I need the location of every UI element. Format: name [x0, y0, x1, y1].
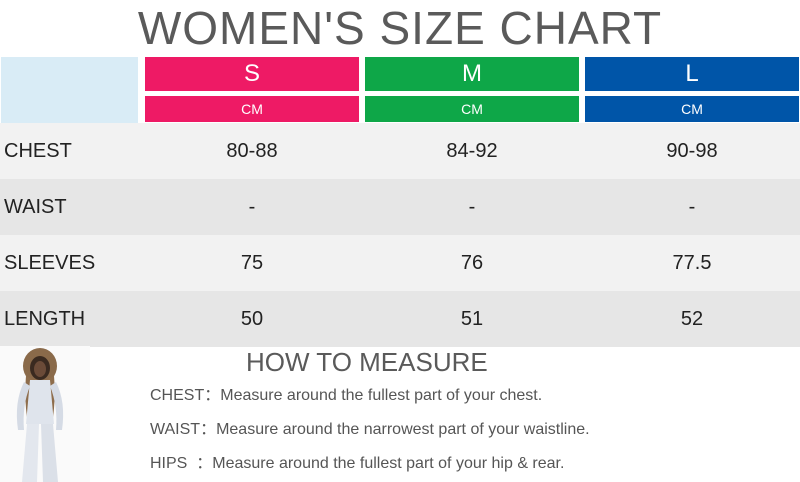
measure-text: Measure around the narrowest part of you… — [216, 421, 590, 438]
row-label: SLEEVES — [4, 252, 96, 274]
measure-text: Measure around the fullest part of your … — [220, 387, 543, 404]
cell-value: 52 — [680, 308, 704, 330]
table-row-sleeves: SLEEVES 75 76 77.5 — [0, 235, 800, 291]
cell-value: 50 — [240, 308, 264, 330]
cell-value: - — [468, 196, 476, 218]
cell-value: 90-98 — [666, 140, 718, 162]
row-label: CHEST — [4, 140, 72, 162]
measure-label: CHEST： — [150, 387, 221, 404]
measure-label: HIPS ： — [150, 455, 213, 472]
row-label: LENGTH — [4, 308, 86, 330]
unit-label-l: CM — [585, 96, 799, 122]
cell-value: - — [688, 196, 696, 218]
measure-text: Measure around the fullest part of your … — [212, 455, 565, 472]
size-chart-title: WOMEN'S SIZE CHART — [137, 2, 663, 54]
cell-value: 51 — [460, 308, 484, 330]
measure-label: WAIST： — [150, 421, 217, 438]
table-row-waist: WAIST - - - — [0, 179, 800, 235]
unit-label-m: CM — [365, 96, 579, 122]
cell-value: 75 — [240, 252, 264, 274]
size-header-m: M — [365, 57, 579, 91]
cell-value: 84-92 — [446, 140, 498, 162]
measure-instruction-waist: WAIST：Measure around the narrowest part … — [150, 420, 590, 440]
cell-value: 77.5 — [672, 252, 712, 274]
measure-instruction-chest: CHEST：Measure around the fullest part of… — [150, 386, 542, 406]
size-header-s: S — [145, 57, 359, 91]
table-row-chest: CHEST 80-88 84-92 90-98 — [0, 123, 800, 179]
header-blank-cell — [1, 57, 138, 123]
unit-label-s: CM — [145, 96, 359, 122]
cell-value: 76 — [460, 252, 484, 274]
row-label: WAIST — [4, 196, 67, 218]
size-header-l: L — [585, 57, 799, 91]
table-row-length: LENGTH 50 51 52 — [0, 291, 800, 347]
how-to-measure-title: HOW TO MEASURE — [246, 347, 488, 377]
model-figure-icon — [16, 348, 64, 482]
cell-value: 80-88 — [226, 140, 278, 162]
model-photo — [0, 346, 90, 482]
measure-instruction-hips: HIPS ：Measure around the fullest part of… — [150, 454, 564, 474]
cell-value: - — [248, 196, 256, 218]
